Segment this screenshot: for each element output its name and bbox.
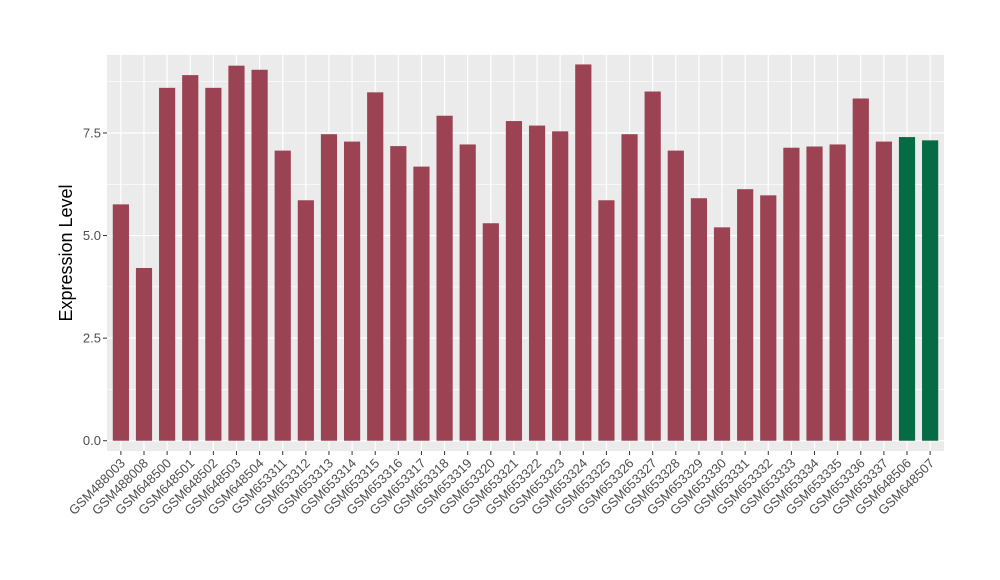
y-tick-label: 0.0 [83,433,101,448]
bar [320,134,338,441]
bar [852,98,869,441]
bar [667,150,684,441]
bar [552,131,569,441]
x-axis: GSM488003GSM488008GSM648500GSM648501GSM6… [66,451,937,518]
bar [390,146,407,441]
plot-panel [107,55,944,451]
bar [482,223,499,441]
bar [621,134,638,441]
bar [598,200,615,441]
y-axis-title: Expression Level [56,184,76,321]
bar [806,146,823,441]
y-tick-label: 2.5 [83,331,101,346]
bar [898,137,916,441]
y-axis: 0.0 2.5 5.0 7.5 [83,125,107,448]
bar [575,64,592,441]
bar [274,150,291,441]
bar [760,195,777,441]
bar [159,87,176,441]
bar [922,140,939,441]
bar [228,65,245,441]
bar [343,141,361,441]
bar [436,115,453,441]
bars [112,64,939,441]
bar [783,147,800,441]
bar [690,198,708,441]
minor-gridlines [107,81,944,390]
y-tick-label: 5.0 [83,228,101,243]
bar [251,69,268,441]
bar [505,121,523,441]
bar [737,189,754,441]
bar [829,144,846,441]
bar [182,75,199,441]
bar [644,91,661,441]
bar [713,227,731,441]
bar [135,267,153,441]
bar [528,125,546,441]
bar [205,87,222,441]
bar [112,204,129,441]
y-tick-label: 7.5 [83,125,101,140]
bar [413,166,430,441]
bar [875,141,892,441]
bar [297,200,314,441]
bar [367,92,384,441]
bar [459,144,476,441]
